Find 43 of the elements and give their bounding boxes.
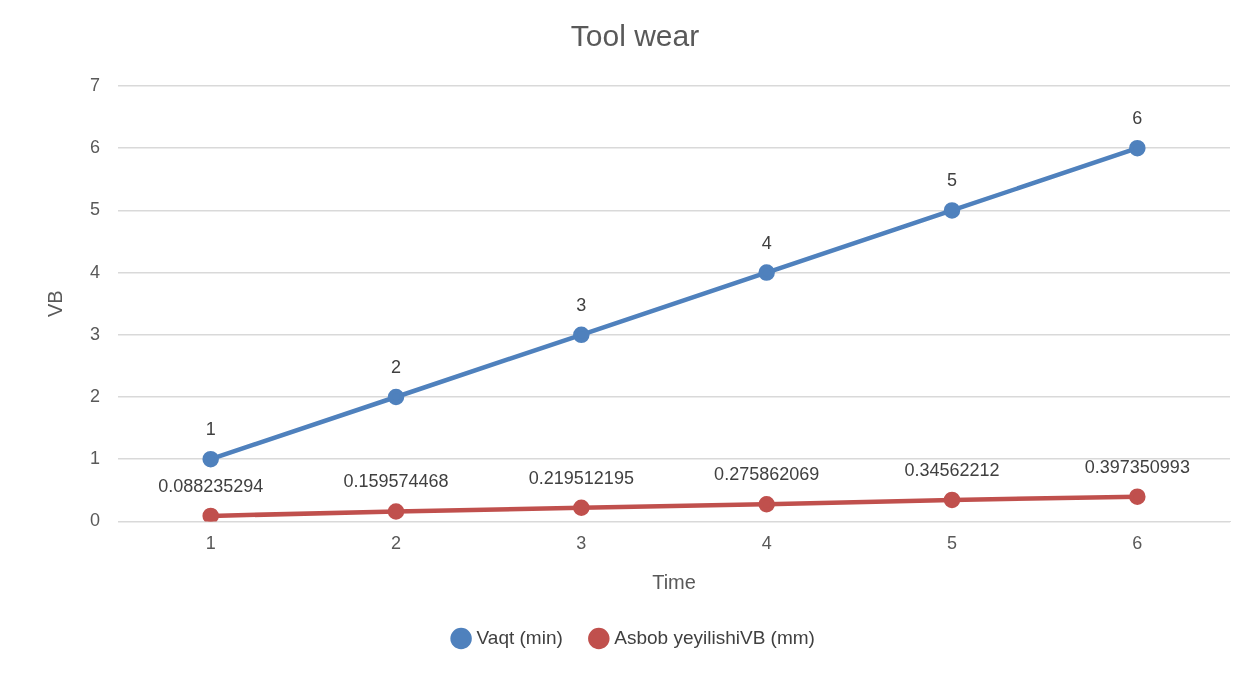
point [943, 202, 961, 219]
data-label: 0.159574468 [343, 471, 449, 492]
y-tick-label: 7 [90, 74, 101, 95]
x-tick-label: 2 [391, 533, 402, 554]
data-label: 5 [946, 170, 958, 191]
y-tick-label: 2 [90, 385, 101, 406]
x-axis-title: Time [652, 570, 696, 593]
legend-label: Asbob yeyilishiVB (mm) [614, 626, 815, 648]
y-tick-label: 3 [90, 323, 101, 344]
data-label: 3 [576, 294, 587, 315]
point [387, 503, 405, 520]
point [758, 495, 775, 513]
y-tick-label: 0 [90, 510, 101, 531]
point [387, 388, 405, 406]
point [202, 450, 219, 468]
data-label: 0.219512195 [528, 467, 634, 488]
x-tick-label: 6 [1132, 533, 1143, 554]
data-label: 2 [391, 356, 402, 377]
data-label: 0.34562212 [904, 459, 1000, 480]
data-label: 4 [761, 232, 772, 253]
y-tick-label: 6 [90, 137, 101, 158]
chart-title: Tool wear [570, 19, 700, 53]
point [758, 264, 775, 281]
y-tick-label: 5 [90, 199, 101, 220]
data-label: 0.275862069 [714, 464, 820, 485]
point [573, 326, 590, 344]
x-tick-label: 3 [576, 533, 587, 554]
data-label: 0.088235294 [158, 475, 264, 496]
y-tick-label: 4 [90, 261, 101, 282]
x-tick-label: 5 [946, 533, 958, 554]
y-tick-label: 1 [90, 448, 101, 469]
data-label: 6 [1132, 108, 1143, 129]
point [573, 499, 590, 516]
data-label: 0.397350993 [1084, 456, 1190, 477]
y-axis-title: VB [43, 290, 66, 318]
x-tick-label: 1 [205, 533, 216, 554]
data-label: 1 [205, 419, 216, 440]
point [1129, 488, 1146, 505]
x-tick-label: 4 [761, 533, 772, 554]
legend-label: Vaqt (min) [476, 626, 563, 648]
point [1129, 139, 1146, 157]
point [943, 491, 961, 509]
point [202, 507, 219, 522]
